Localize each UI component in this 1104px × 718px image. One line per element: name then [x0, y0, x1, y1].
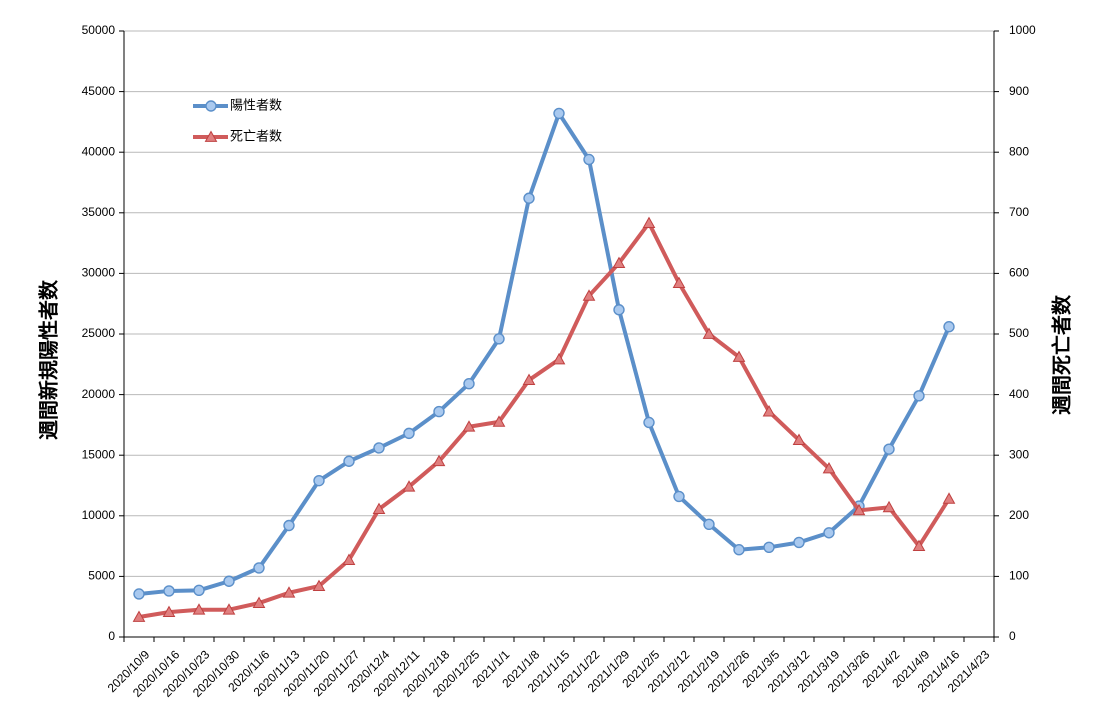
left-tick-label: 10000	[82, 508, 116, 522]
data-point-triangle	[342, 553, 356, 565]
data-point-triangle	[762, 405, 776, 417]
data-point-circle	[673, 490, 685, 503]
data-point-triangle	[492, 415, 506, 427]
data-point-circle	[913, 390, 925, 402]
right-tick-label: 800	[1009, 144, 1029, 158]
data-point-triangle	[582, 289, 596, 301]
data-point-triangle	[222, 603, 236, 615]
series-deaths	[132, 216, 956, 622]
x-axis-ticks: 2020/10/92020/10/162020/10/232020/10/302…	[105, 637, 995, 700]
data-point-circle	[583, 153, 595, 166]
left-tick-label: 20000	[82, 387, 116, 401]
data-point-circle	[343, 455, 355, 467]
data-point-circle	[313, 474, 325, 487]
data-point-circle	[943, 321, 955, 333]
left-tick-label: 25000	[82, 326, 116, 340]
data-point-circle	[553, 107, 565, 120]
left-tick-label: 5000	[88, 569, 115, 583]
left-tick-label: 30000	[82, 266, 116, 280]
data-point-triangle	[792, 433, 806, 445]
right-tick-label: 100	[1009, 569, 1029, 583]
left-tick-label: 15000	[82, 447, 116, 461]
data-point-circle	[223, 575, 235, 587]
data-point-circle	[793, 536, 805, 549]
left-tick-label: 50000	[82, 23, 116, 37]
data-point-circle	[283, 519, 295, 532]
series-line	[137, 221, 951, 620]
data-point-circle	[463, 377, 475, 390]
left-tick-label: 45000	[82, 84, 116, 98]
data-point-circle	[613, 304, 625, 316]
data-point-circle	[493, 333, 505, 345]
data-point-circle	[523, 192, 535, 204]
data-point-triangle	[372, 502, 386, 515]
series-line	[137, 111, 951, 596]
data-point-triangle	[252, 596, 266, 608]
right-tick-label: 700	[1009, 205, 1029, 219]
data-point-triangle	[432, 454, 446, 467]
data-point-triangle	[162, 605, 176, 618]
right-tick-label: 0	[1009, 629, 1016, 643]
data-point-triangle	[612, 256, 626, 268]
data-point-circle	[373, 442, 385, 454]
data-point-triangle	[942, 492, 956, 504]
legend-label: 陽性者数	[230, 99, 282, 114]
data-point-circle	[733, 544, 745, 556]
data-point-triangle	[522, 373, 536, 385]
data-point-triangle	[642, 216, 656, 229]
data-point-circle	[883, 443, 895, 455]
data-point-triangle	[132, 610, 146, 622]
data-point-triangle	[702, 327, 716, 339]
data-point-circle	[643, 416, 655, 429]
data-point-circle	[823, 527, 835, 539]
data-point-circle	[763, 541, 775, 554]
data-point-circle	[403, 427, 415, 440]
left-tick-label: 35000	[82, 205, 116, 219]
data-point-circle	[253, 562, 265, 574]
right-axis-ticks: 0 100 200 300 400 500 600 700 800 900 1000	[994, 23, 1036, 643]
series-group	[132, 107, 956, 622]
data-point-triangle	[822, 462, 836, 474]
data-point-triangle	[192, 603, 206, 615]
data-point-circle	[205, 100, 217, 112]
data-point-triangle	[312, 579, 326, 591]
data-point-triangle	[204, 130, 218, 142]
data-point-circle	[133, 588, 145, 600]
right-tick-label: 500	[1009, 326, 1029, 340]
data-point-triangle	[462, 420, 476, 432]
right-tick-label: 900	[1009, 84, 1029, 98]
right-axis-title: 週間死亡者数	[1050, 294, 1074, 415]
right-tick-label: 200	[1009, 508, 1029, 522]
data-point-circle	[433, 405, 445, 418]
data-point-triangle	[732, 350, 746, 362]
right-tick-label: 1000	[1009, 23, 1036, 37]
series-positives	[133, 107, 955, 600]
data-point-triangle	[912, 539, 926, 551]
data-point-triangle	[672, 276, 686, 288]
right-tick-label: 400	[1009, 387, 1029, 401]
data-point-circle	[163, 585, 175, 597]
data-point-triangle	[852, 503, 866, 516]
data-point-triangle	[882, 500, 896, 513]
legend-item: 死亡者数	[193, 130, 282, 145]
data-point-circle	[703, 518, 715, 530]
legend-label: 死亡者数	[230, 130, 282, 145]
left-axis-title: 週間新規陽性者数	[37, 279, 61, 440]
left-tick-label: 40000	[82, 144, 116, 158]
right-tick-label: 600	[1009, 266, 1029, 280]
data-point-triangle	[552, 352, 566, 365]
data-point-circle	[193, 584, 205, 597]
gridlines	[124, 30, 994, 577]
legend-item: 陽性者数	[193, 99, 282, 114]
data-point-triangle	[282, 586, 296, 598]
left-axis-ticks: 0 5000 10000 15000 20000 25000 30000 35000 40000…	[82, 23, 124, 643]
data-point-triangle	[402, 480, 416, 492]
right-tick-label: 300	[1009, 447, 1029, 461]
left-tick-label: 0	[108, 629, 115, 643]
